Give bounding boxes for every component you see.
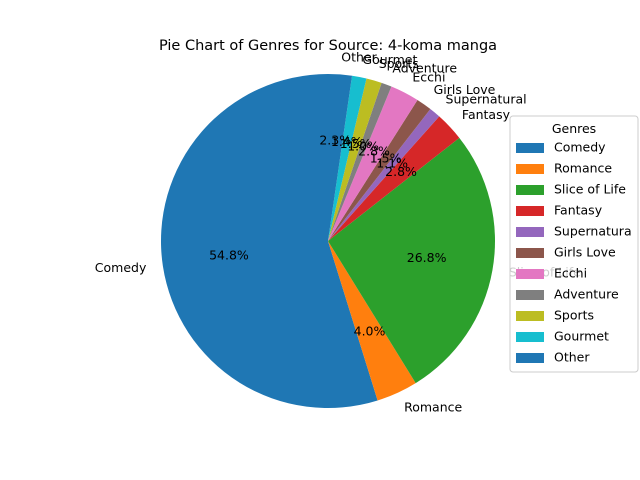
slice-label-gourmet: Gourmet [362,52,417,67]
legend-swatch-supernatura [516,227,544,237]
slice-percent-romance: 4.0% [354,324,386,339]
slice-percent-girls-love: 1.5% [370,151,402,166]
legend-label-adventure: Adventure [554,287,619,302]
legend-label-girls-love: Girls Love [554,245,616,260]
legend-swatch-sports [516,311,544,321]
slice-percent-sports: 1.5% [340,136,372,151]
slice-gourmet [328,75,367,242]
slice-adventure [328,82,392,241]
legend-label-supernatura: Supernatura [554,224,632,239]
legend-swatch-comedy [516,143,544,153]
slice-percent-comedy: 54.8% [209,248,249,263]
slice-slice-of-life [328,137,495,384]
slice-label-sports: Sports [379,56,419,71]
legend-swatch-girls-love [516,248,544,258]
legend-label-fantasy: Fantasy [554,203,603,218]
legend-swatch-slice-of-life [516,185,544,195]
legend-label-ecchi: Ecchi [554,266,587,281]
legend-swatch-adventure [516,290,544,300]
legend-title: Genres [552,121,596,136]
slice-supernatural [328,109,440,241]
slice-romance [328,241,416,401]
slice-girls-love [328,100,431,241]
slice-label-romance: Romance [404,400,462,415]
slice-sports [328,78,382,242]
slice-label-supernatural: Supernatural [446,91,527,106]
legend-label-gourmet: Gourmet [554,329,609,344]
slice-percent-labels: 54.8%4.0%26.8%2.8%1.1%1.5%2.8%1.0%1.5%1.… [209,133,447,339]
legend-swatch-fantasy [516,206,544,216]
legend-label-slice-of-life: Slice of Life [554,182,626,197]
slice-label-other: Other [341,49,377,64]
slice-percent-fantasy: 2.8% [385,164,417,179]
slice-label-ecchi: Ecchi [412,69,445,84]
slice-percent-adventure: 1.0% [347,139,379,154]
slice-label-adventure: Adventure [392,60,457,75]
legend: Genres Comedy Romance Slice of Life Fantasy… [509,115,639,373]
slice-comedy [160,74,378,409]
legend-label-other: Other [554,350,590,365]
legend-swatch-ecchi [516,269,544,279]
slice-label-fantasy: Fantasy [462,107,511,122]
legend-label-sports: Sports [554,308,594,323]
legend-items: Comedy Romance Slice of Life Fantasy Superna… [516,140,632,365]
legend-frame [509,115,639,373]
slice-ecchi [328,86,418,241]
slice-percent-other: 2.3% [319,133,351,148]
legend-label-romance: Romance [554,161,612,176]
slice-percent-gourmet: 1.4% [331,134,363,149]
legend-label-comedy: Comedy [554,140,606,155]
slice-percent-slice-of-life: 26.8% [407,250,447,265]
pie-slices [160,74,495,409]
legend-swatch-other [516,353,544,363]
slice-label-girls-love: Girls Love [434,82,496,97]
legend-swatch-romance [516,164,544,174]
legend-swatch-gourmet [516,332,544,342]
chart-title: Pie Chart of Genres for Source: 4-koma m… [159,38,497,54]
slice-label-comedy: Comedy [95,260,147,275]
slice-percent-supernatural: 1.1% [376,156,408,171]
slice-percent-ecchi: 2.8% [358,144,390,159]
slice-other [328,74,353,241]
slice-fantasy [328,116,460,241]
